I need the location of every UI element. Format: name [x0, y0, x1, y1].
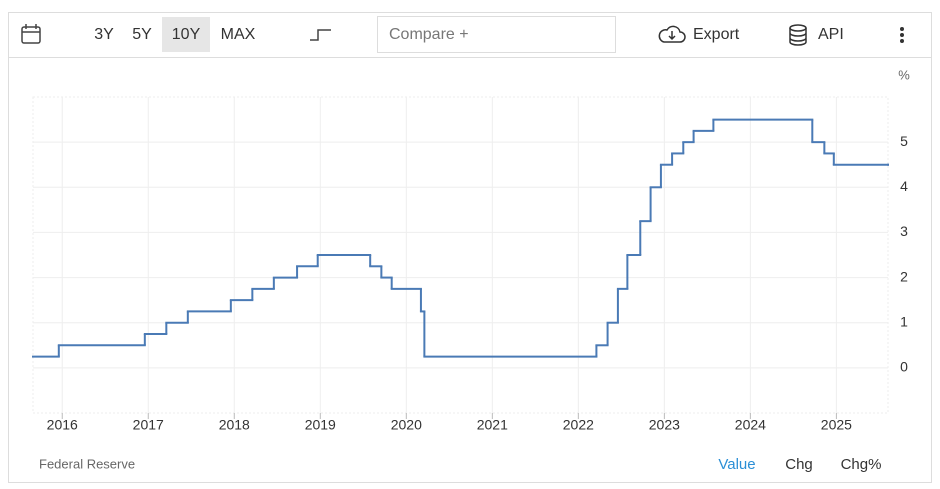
y-tick-label: 3: [900, 223, 908, 239]
y-tick-label: 4: [900, 178, 908, 194]
calendar-icon[interactable]: [21, 24, 41, 44]
x-tick-label: 2023: [649, 417, 680, 433]
mode-button[interactable]: Chg: [785, 456, 813, 473]
y-tick-label: 1: [900, 313, 908, 329]
export-icon[interactable]: [658, 25, 686, 43]
x-tick-label: 2020: [391, 417, 422, 433]
x-tick-label: 2019: [305, 417, 336, 433]
y-unit: %: [898, 67, 910, 82]
compare-input[interactable]: Compare +: [389, 26, 469, 43]
range-button[interactable]: 5Y: [132, 26, 152, 43]
x-tick-label: 2016: [47, 417, 78, 433]
range-button[interactable]: 10Y: [172, 26, 201, 43]
range-button[interactable]: MAX: [221, 26, 256, 43]
plot-frame: [32, 96, 889, 414]
export-button[interactable]: Export: [693, 26, 740, 43]
mode-button[interactable]: Value: [718, 456, 755, 473]
x-tick-label: 2017: [133, 417, 164, 433]
y-tick-label: 0: [900, 359, 908, 375]
range-button[interactable]: 3Y: [94, 26, 114, 43]
api-button[interactable]: API: [818, 26, 844, 43]
step-icon[interactable]: [310, 29, 331, 41]
api-icon[interactable]: [789, 24, 807, 46]
compare-box[interactable]: [377, 16, 616, 53]
range-selected-bg: [162, 17, 210, 52]
x-tick-label: 2018: [219, 417, 250, 433]
widget-frame: [8, 12, 932, 483]
x-tick-label: 2021: [477, 417, 508, 433]
y-tick-label: 5: [900, 133, 908, 149]
menu-icon[interactable]: [900, 27, 904, 43]
source-label: Federal Reserve: [39, 456, 135, 471]
x-tick-label: 2022: [563, 417, 594, 433]
y-tick-label: 2: [900, 268, 908, 284]
x-tick-label: 2025: [821, 417, 852, 433]
x-tick-label: 2024: [735, 417, 766, 433]
mode-button[interactable]: Chg%: [841, 456, 882, 473]
